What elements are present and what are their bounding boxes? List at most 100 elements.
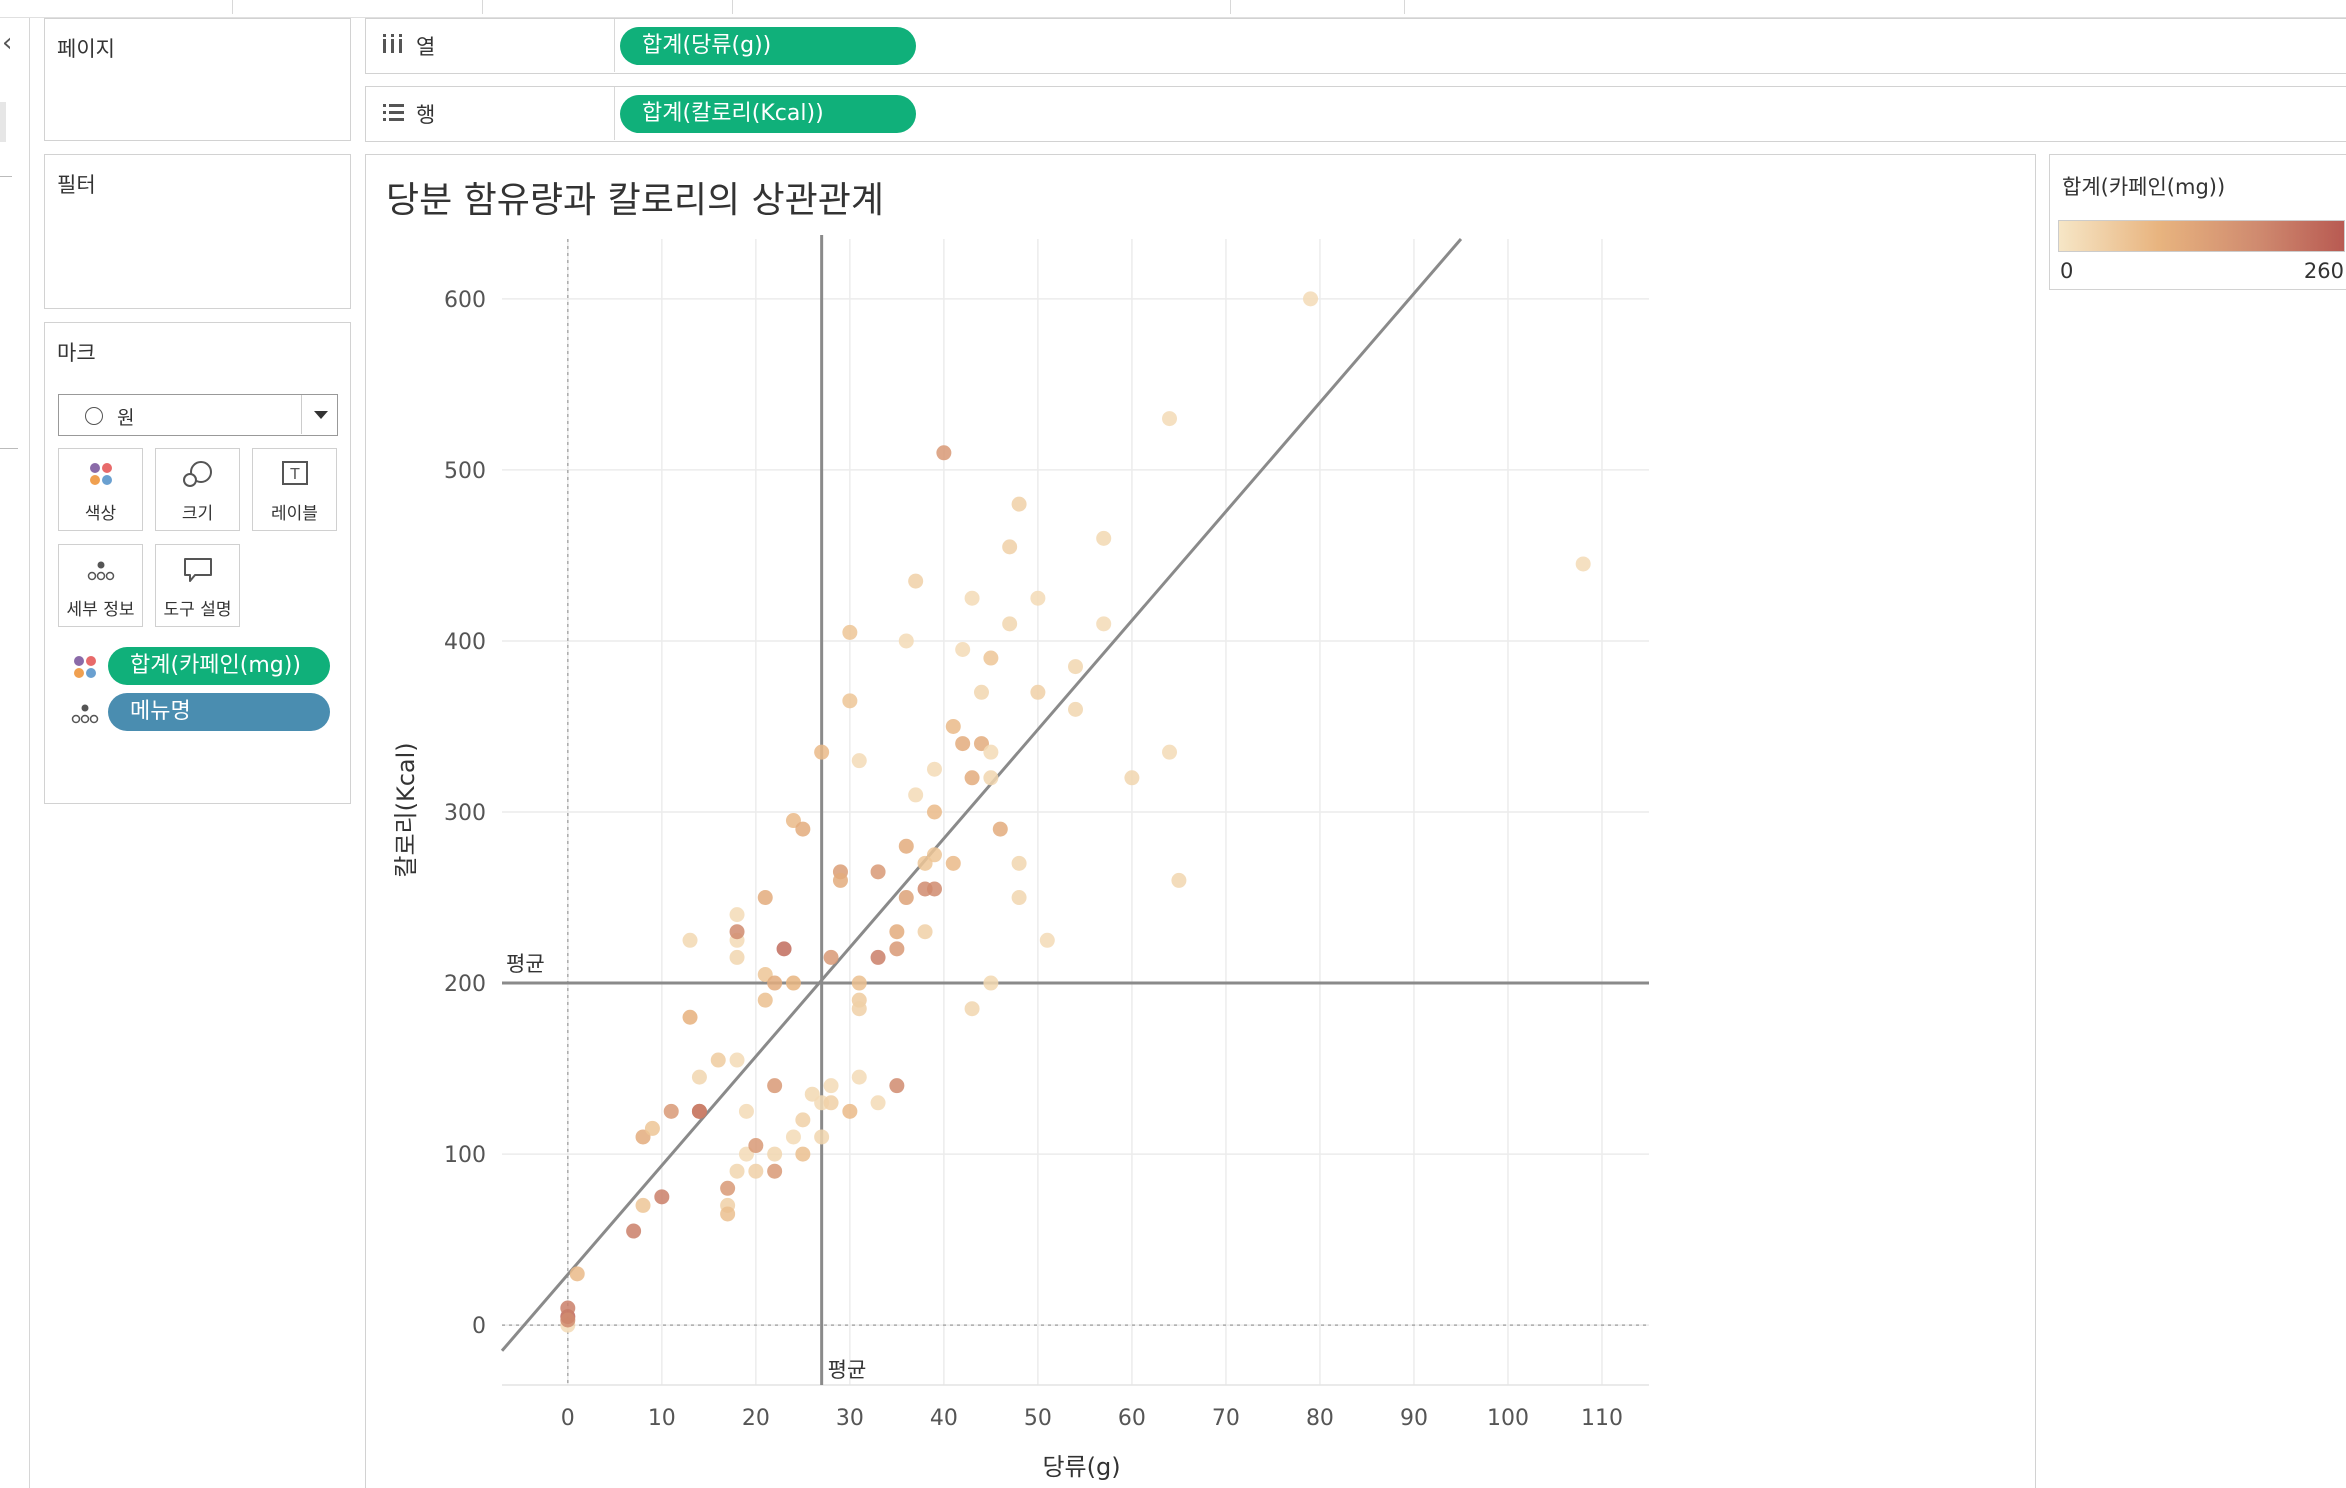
y-average-label: 평균 — [506, 952, 545, 976]
data-point — [842, 1103, 858, 1119]
marks-title: 마크 — [57, 341, 96, 365]
data-point — [983, 744, 999, 760]
data-point — [691, 1069, 707, 1085]
data-point — [964, 770, 980, 786]
color-button-label: 색상 — [84, 504, 117, 524]
mark-type-dropdown[interactable]: 원 — [58, 394, 338, 436]
data-point — [870, 949, 886, 965]
x-tick-label: 40 — [930, 1406, 958, 1431]
color-button[interactable]: 색상 — [58, 448, 143, 531]
filters-title: 필터 — [57, 173, 96, 197]
data-point — [964, 1001, 980, 1017]
calorie-row-pill[interactable]: 합계(칼로리(Kcal)) — [620, 95, 916, 133]
data-point — [1002, 616, 1018, 632]
data-point — [851, 753, 867, 769]
columns-shelf[interactable]: 열 합계(당류(g)) — [365, 18, 2346, 74]
sugar-column-pill[interactable]: 합계(당류(g)) — [620, 27, 916, 65]
label-button[interactable]: T 레이블 — [252, 448, 337, 531]
caffeine-color-legend[interactable]: 합계(카페인(mg)) 0 260 — [2049, 154, 2346, 290]
tooltip-button[interactable]: 도구 설명 — [155, 544, 240, 627]
data-point — [889, 924, 905, 940]
data-point — [936, 445, 952, 461]
data-point — [1030, 590, 1046, 606]
size-button[interactable]: 크기 — [155, 448, 240, 531]
legend-max-label: 260 — [2303, 259, 2344, 283]
data-point — [1171, 872, 1187, 888]
data-point — [560, 1300, 576, 1316]
dropdown-arrow-icon[interactable] — [301, 395, 337, 434]
data-point — [889, 941, 905, 957]
data-point — [1030, 684, 1046, 700]
data-point — [682, 1009, 698, 1025]
data-point — [814, 744, 830, 760]
detail-button[interactable]: 세부 정보 — [58, 544, 143, 627]
x-tick-label: 110 — [1581, 1406, 1623, 1431]
data-point — [729, 907, 745, 923]
data-point — [1068, 701, 1083, 717]
pages-card[interactable]: 페이지 — [44, 18, 351, 141]
legend-title: 합계(카페인(mg)) — [2062, 175, 2226, 199]
data-point — [767, 1146, 783, 1162]
data-point — [870, 864, 886, 880]
grid-lines — [502, 239, 1649, 1386]
data-point — [842, 624, 858, 640]
label-button-label: 레이블 — [271, 504, 318, 524]
data-point — [851, 975, 867, 991]
data-point — [945, 718, 961, 734]
left-collapse-gutter: ‹ — [0, 18, 30, 1488]
data-point — [1011, 890, 1027, 906]
data-point — [785, 975, 801, 991]
data-point — [795, 821, 811, 837]
color-dots-icon — [70, 652, 100, 686]
pages-title: 페이지 — [57, 37, 115, 61]
data-point — [767, 1078, 783, 1094]
detail-button-label: 세부 정보 — [66, 600, 135, 620]
data-point — [682, 932, 698, 948]
data-point — [945, 855, 961, 871]
collapse-chevron-icon[interactable]: ‹ — [2, 28, 13, 58]
data-point — [1303, 291, 1319, 307]
x-axis-title: 당류(g) — [1042, 1453, 1120, 1481]
data-point — [955, 736, 971, 752]
filters-card[interactable]: 필터 — [44, 154, 351, 309]
data-point — [738, 1103, 754, 1119]
x-tick-label: 60 — [1118, 1406, 1146, 1431]
top-toolbar-strip — [0, 0, 2346, 18]
gutter-line — [0, 448, 18, 449]
columns-shelf-label: 열 — [416, 35, 436, 59]
calorie-row-pill-label: 합계(칼로리(Kcal)) — [642, 101, 824, 126]
data-point — [870, 1095, 886, 1111]
caffeine-color-field-pill[interactable]: 합계(카페인(mg)) — [108, 647, 330, 685]
data-point — [908, 787, 924, 803]
data-point — [926, 761, 942, 777]
x-average-label: 평균 — [828, 1358, 867, 1382]
data-point — [767, 975, 783, 991]
y-tick-label: 100 — [444, 1143, 486, 1168]
legend-min-label: 0 — [2060, 259, 2074, 283]
data-point — [926, 881, 942, 897]
data-point — [926, 804, 942, 820]
x-tick-label: 20 — [742, 1406, 770, 1431]
gutter-marker — [0, 102, 6, 142]
data-point — [1011, 855, 1027, 871]
toolbar-separator — [732, 0, 733, 14]
rows-shelf[interactable]: 행 합계(칼로리(Kcal)) — [365, 86, 2346, 142]
data-point — [926, 847, 942, 863]
data-point — [898, 838, 914, 854]
x-tick-label: 70 — [1212, 1406, 1240, 1431]
data-point — [691, 1103, 707, 1119]
data-point — [757, 992, 773, 1008]
data-point — [983, 770, 999, 786]
data-point — [626, 1223, 642, 1239]
data-point — [1011, 496, 1027, 512]
data-point — [898, 890, 914, 906]
data-point — [785, 1129, 801, 1145]
menu-detail-field-pill[interactable]: 메뉴명 — [108, 693, 330, 731]
toolbar-separator — [482, 0, 483, 14]
y-tick-label: 600 — [444, 288, 486, 313]
toolbar-separator — [1230, 0, 1231, 14]
data-point — [1039, 932, 1055, 948]
x-tick-label: 90 — [1400, 1406, 1428, 1431]
data-point — [955, 642, 971, 658]
